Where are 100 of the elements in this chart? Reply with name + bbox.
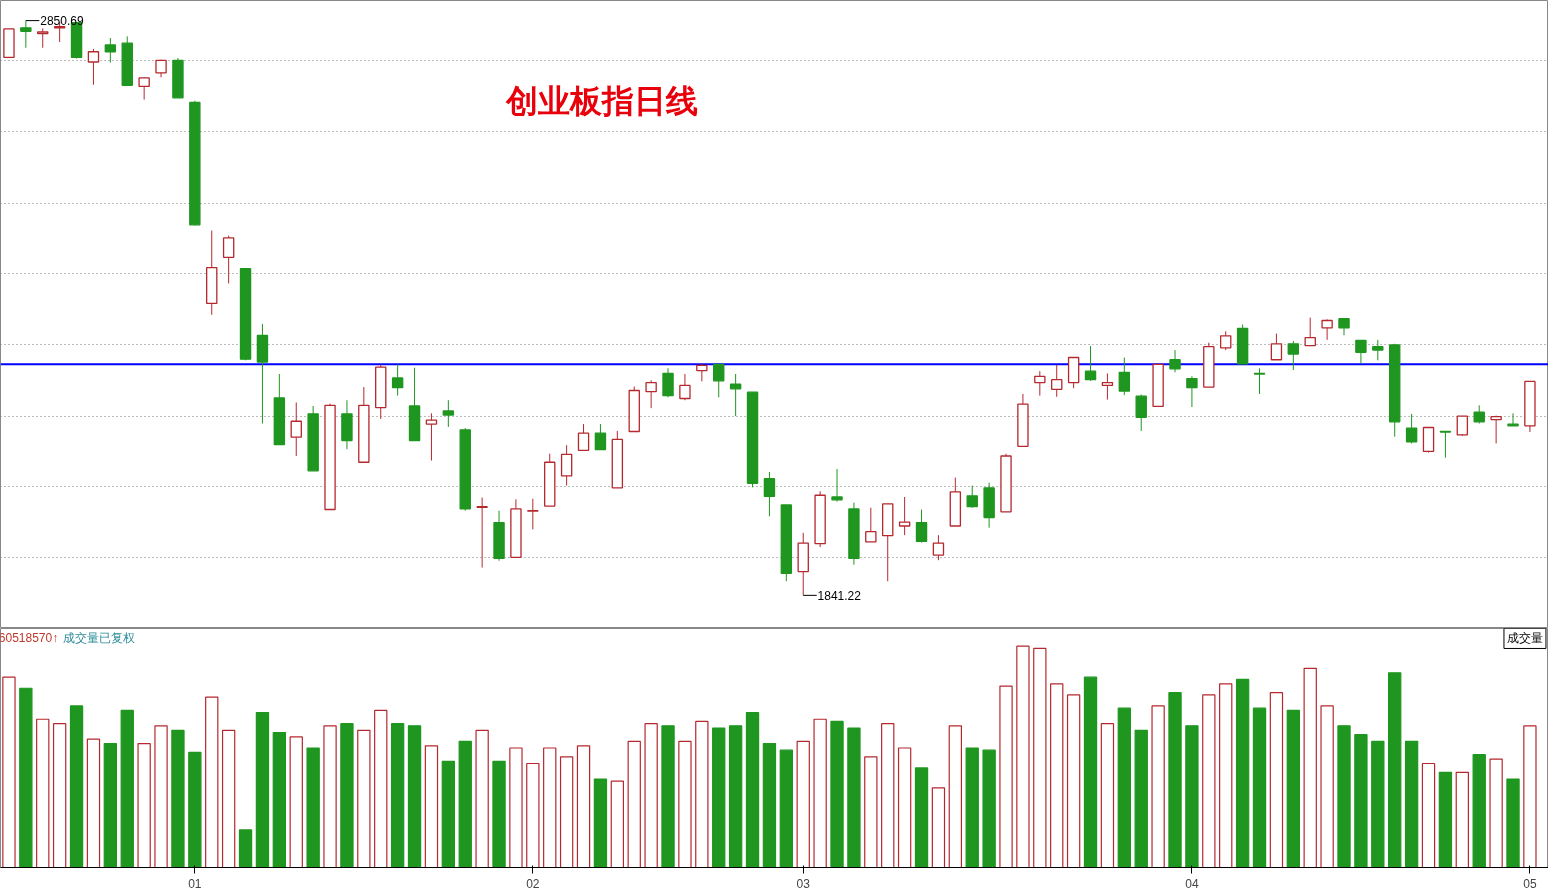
x-tick-label: 04 bbox=[1185, 876, 1199, 891]
bar bbox=[576, 745, 591, 868]
bar bbox=[458, 740, 472, 868]
candlestick bbox=[37, 27, 49, 49]
bar bbox=[661, 725, 675, 868]
x-tick-label: 01 bbox=[188, 876, 202, 891]
candlestick bbox=[594, 423, 607, 451]
bar bbox=[1286, 709, 1300, 868]
candlestick bbox=[1118, 356, 1131, 396]
candlestick bbox=[476, 497, 488, 569]
bar bbox=[1202, 694, 1216, 868]
candlestick bbox=[1101, 372, 1114, 401]
candlestick bbox=[1270, 333, 1283, 361]
bar bbox=[847, 727, 861, 868]
candlestick bbox=[1186, 375, 1198, 408]
bar bbox=[69, 705, 84, 868]
bar bbox=[830, 720, 844, 868]
bar bbox=[678, 740, 692, 868]
bar bbox=[559, 756, 574, 868]
candlestick bbox=[763, 471, 776, 517]
candlestick bbox=[1321, 318, 1333, 341]
text: 创业板指日线 bbox=[504, 82, 698, 119]
bar bbox=[475, 729, 489, 868]
bar bbox=[1337, 725, 1351, 868]
annotation: 2850.69 bbox=[40, 14, 84, 29]
bar bbox=[255, 711, 270, 868]
bar bbox=[137, 742, 151, 868]
bar bbox=[1100, 723, 1115, 868]
bar bbox=[1235, 678, 1250, 868]
bar bbox=[1438, 771, 1453, 868]
candlestick bbox=[932, 534, 945, 561]
bar bbox=[779, 749, 794, 868]
bar bbox=[1421, 762, 1436, 868]
bar bbox=[171, 729, 185, 868]
candlestick bbox=[966, 485, 978, 509]
bar bbox=[357, 729, 371, 868]
bar bbox=[627, 740, 641, 868]
bar bbox=[1506, 778, 1520, 868]
candlestick bbox=[1422, 426, 1435, 454]
bar bbox=[238, 829, 253, 868]
candlestick bbox=[1135, 393, 1147, 432]
candlestick bbox=[679, 373, 691, 401]
candlestick bbox=[527, 498, 539, 530]
candlestick bbox=[1439, 430, 1452, 459]
bar bbox=[897, 747, 912, 868]
candlestick bbox=[1287, 340, 1300, 371]
bar bbox=[1083, 676, 1098, 868]
x-tick-label: 02 bbox=[526, 876, 540, 891]
bar bbox=[1303, 667, 1317, 868]
bar bbox=[1472, 754, 1486, 868]
candlestick bbox=[1405, 413, 1418, 444]
bar bbox=[1151, 705, 1165, 868]
bar bbox=[86, 738, 101, 868]
bar bbox=[492, 760, 506, 868]
bar bbox=[289, 736, 303, 868]
candlestick bbox=[577, 423, 590, 451]
bar bbox=[999, 685, 1013, 868]
candlestick bbox=[1507, 412, 1519, 427]
bar bbox=[1388, 672, 1402, 868]
candlestick bbox=[713, 363, 725, 398]
bar bbox=[796, 740, 810, 868]
candlestick bbox=[865, 507, 877, 543]
candlestick bbox=[290, 401, 302, 457]
bar bbox=[948, 725, 963, 868]
candlestick bbox=[1253, 367, 1266, 395]
x-tick-label: 05 bbox=[1523, 876, 1537, 891]
bar bbox=[103, 742, 118, 868]
bar bbox=[1354, 734, 1368, 868]
bar bbox=[813, 718, 827, 868]
bar bbox=[1269, 692, 1284, 868]
candlestick bbox=[442, 399, 455, 428]
bar bbox=[982, 749, 996, 868]
bar bbox=[221, 729, 236, 868]
bar bbox=[526, 762, 540, 868]
bar bbox=[644, 723, 658, 868]
bar bbox=[1371, 740, 1385, 868]
bar bbox=[323, 725, 337, 868]
bar bbox=[374, 709, 388, 868]
bar bbox=[864, 756, 878, 868]
bar bbox=[762, 742, 777, 868]
bar bbox=[154, 725, 168, 868]
candlestick bbox=[662, 367, 674, 398]
text: 成交量已复权 bbox=[63, 631, 136, 646]
candlestick bbox=[898, 496, 911, 536]
bar bbox=[543, 747, 557, 868]
bar bbox=[509, 747, 523, 868]
bar bbox=[407, 725, 422, 868]
bar bbox=[52, 723, 67, 868]
bar bbox=[1455, 771, 1469, 868]
bar bbox=[1134, 729, 1148, 868]
bar bbox=[1016, 645, 1030, 868]
bar bbox=[120, 709, 134, 868]
bar bbox=[272, 731, 287, 868]
bar bbox=[745, 711, 760, 868]
candlestick bbox=[87, 48, 100, 86]
candlestick bbox=[222, 235, 235, 284]
candlestick bbox=[1034, 370, 1046, 397]
bar bbox=[205, 696, 219, 868]
bar bbox=[424, 745, 439, 868]
candlestick bbox=[1473, 404, 1485, 425]
